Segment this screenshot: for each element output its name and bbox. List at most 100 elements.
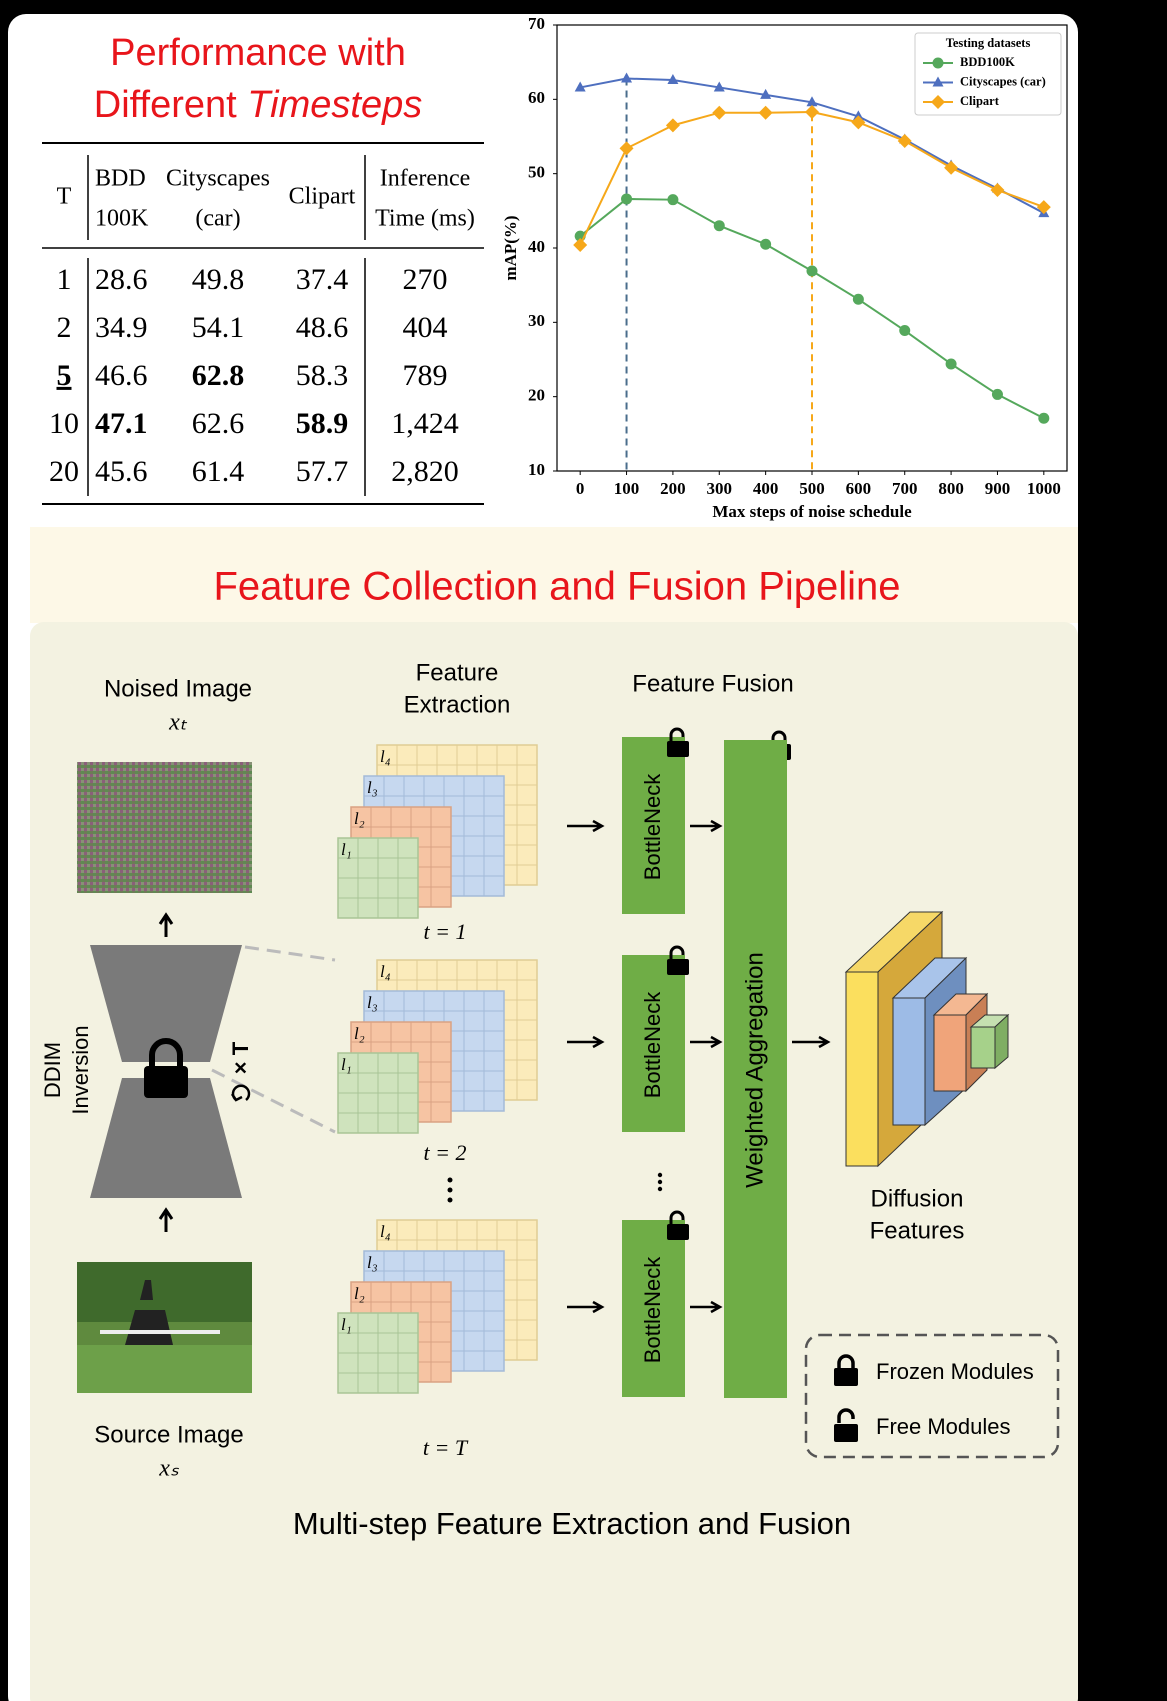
bottleneck-label: BottleNeck: [640, 991, 665, 1098]
y-tick-label: 70: [528, 14, 545, 33]
table-title: Different Timesteps: [94, 84, 422, 126]
x-tick-label: 0: [576, 479, 585, 498]
symbol: xₛ: [158, 1456, 180, 1482]
dot: [448, 1178, 453, 1183]
diagram-title: Feature Collection and Fusion Pipeline: [213, 565, 900, 609]
layer-label: l₂: [354, 1284, 365, 1303]
table-cell: 10: [49, 407, 79, 440]
timestep-label: t = 2: [424, 1140, 467, 1165]
block-front: [934, 1015, 966, 1091]
table-cell: 5: [57, 359, 72, 392]
marker: [899, 325, 910, 336]
label: Source Image: [94, 1421, 243, 1448]
dot: [658, 1173, 662, 1177]
x-tick-label: 700: [892, 479, 918, 498]
table-title: Performance with: [110, 32, 406, 74]
legend-label: Cityscapes (car): [960, 74, 1046, 88]
y-tick-label: 30: [528, 311, 545, 330]
timestep-label: t = T: [423, 1435, 469, 1460]
slide: Performance with Different Timesteps T BD…: [0, 0, 1167, 1701]
title-part: Different: [94, 84, 237, 126]
photo-rail: [100, 1330, 220, 1334]
layer-label: l₃: [367, 778, 378, 797]
layer-label: l₃: [367, 1253, 378, 1272]
marker: [760, 239, 771, 250]
aggregation-label: Weighted Aggregation: [741, 952, 768, 1188]
table-cell: 58.9: [296, 407, 349, 440]
marker: [807, 266, 818, 277]
y-tick-label: 60: [528, 88, 545, 107]
table-cell: 62.8: [192, 359, 245, 392]
header-cell: T: [57, 184, 72, 210]
feature-map: l₁: [338, 1313, 418, 1393]
page: Performance with Different Timesteps T BD…: [0, 0, 1167, 1701]
label: Feature Fusion: [632, 670, 793, 697]
x-tick-label: 800: [938, 479, 964, 498]
layer-label: l₁: [341, 840, 352, 859]
header-cell: (car): [195, 206, 240, 232]
x-tick-label: 100: [614, 479, 640, 498]
x-tick-label: 600: [846, 479, 872, 498]
label: Inversion: [68, 1025, 93, 1114]
table-cell: 2,820: [391, 455, 459, 488]
table-cell: 57.7: [296, 455, 349, 488]
layer-label: l₂: [354, 809, 365, 828]
table-cell: 20: [49, 455, 79, 488]
block-front: [846, 972, 878, 1166]
layer-label: l₃: [367, 993, 378, 1012]
symbol: xₜ: [168, 710, 188, 736]
block-front: [893, 998, 925, 1125]
table-cell: 54.1: [192, 311, 245, 344]
lock-body: [667, 741, 689, 757]
caption: Multi-step Feature Extraction and Fusion: [293, 1506, 851, 1541]
table-cell: 49.8: [192, 263, 245, 296]
lock-body: [667, 959, 689, 975]
layer-label: l₄: [380, 747, 391, 766]
table-cell: 404: [403, 311, 448, 344]
layer-label: l₁: [341, 1055, 352, 1074]
marker: [946, 358, 957, 369]
table-cell: 28.6: [95, 263, 148, 296]
header-cell: Time (ms): [375, 206, 475, 232]
marker: [1038, 413, 1049, 424]
header-cell: Inference: [380, 166, 471, 192]
marker: [621, 193, 632, 204]
noised-image: [77, 762, 252, 893]
table-cell: 1,424: [391, 407, 459, 440]
table-cell: 34.9: [95, 311, 148, 344]
legend-title: Testing datasets: [946, 36, 1031, 50]
legend-label: Clipart: [960, 94, 1000, 108]
table-cell: 2: [57, 311, 72, 344]
marker: [992, 389, 1003, 400]
layer-label: l₄: [380, 1222, 391, 1241]
block-front: [971, 1027, 995, 1068]
photo-noise: [77, 762, 252, 893]
x-tick-label: 300: [707, 479, 733, 498]
label: Extraction: [404, 691, 511, 718]
marker: [714, 220, 725, 231]
header-cell: Cityscapes: [166, 166, 270, 192]
layer-label: l₄: [380, 962, 391, 981]
header-cell: 100K: [95, 206, 149, 232]
x-tick-label: 500: [799, 479, 825, 498]
marker: [933, 58, 944, 69]
dot: [448, 1188, 453, 1193]
table-cell: 46.6: [95, 359, 148, 392]
bottleneck-label: BottleNeck: [640, 1256, 665, 1363]
table-cell: 48.6: [296, 311, 349, 344]
x-tick-label: 1000: [1027, 479, 1061, 498]
title-part: Timesteps: [247, 84, 422, 126]
marker: [853, 294, 864, 305]
table-cell: 37.4: [296, 263, 349, 296]
repeat-label: × T: [228, 1041, 253, 1074]
layer-label: l₂: [354, 1024, 365, 1043]
x-axis-label: Max steps of noise schedule: [712, 502, 912, 521]
table-cell: 61.4: [192, 455, 245, 488]
feature-map: l₁: [338, 838, 418, 918]
bottleneck-label: BottleNeck: [640, 773, 665, 880]
header-cell: BDD: [95, 166, 146, 192]
dot: [448, 1198, 453, 1203]
legend-label: BDD100K: [960, 55, 1015, 69]
legend-label: Free Modules: [876, 1414, 1011, 1439]
